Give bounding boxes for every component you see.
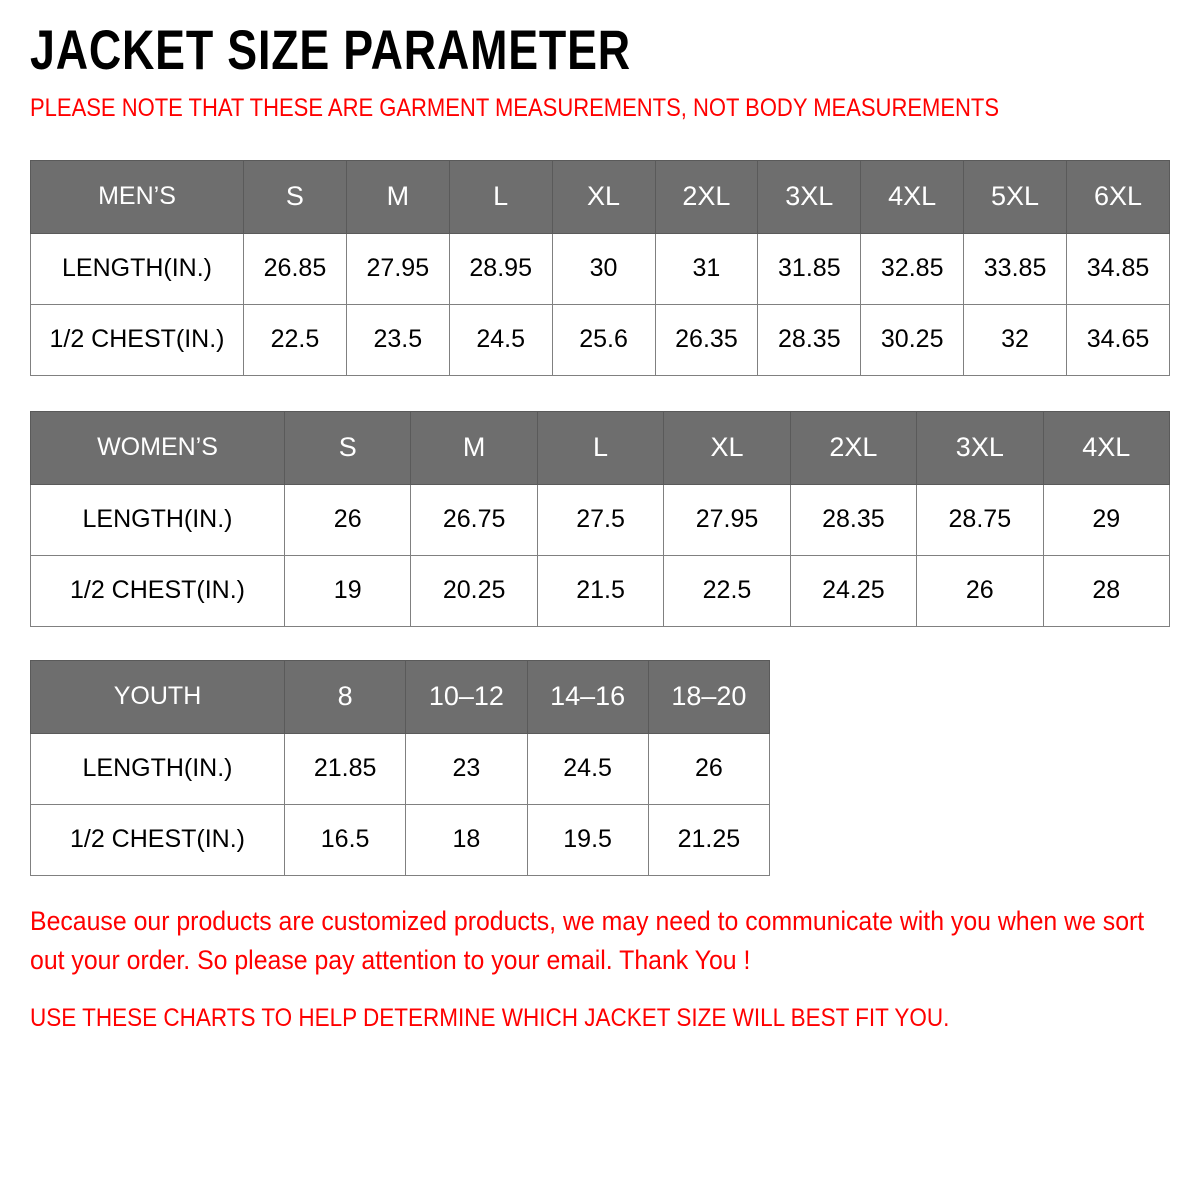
table-row: LENGTH(IN.) 21.85 23 24.5 26 xyxy=(30,732,771,805)
mens-cell: 34.65 xyxy=(1066,303,1170,376)
mens-size-table: MEN’S S M L XL 2XL 3XL 4XL 5XL 6XL LENGT… xyxy=(30,159,1170,376)
chart-usage-note: USE THESE CHARTS TO HELP DETERMINE WHICH… xyxy=(30,1004,950,1033)
mens-table-body: LENGTH(IN.) 26.85 27.95 28.95 30 31 31.8… xyxy=(30,232,1170,376)
mens-size-header: 6XL xyxy=(1066,159,1170,234)
page-title: JACKET SIZE PARAMETER xyxy=(30,18,631,81)
youth-row-label: LENGTH(IN.) xyxy=(30,732,285,805)
mens-size-header: 2XL xyxy=(654,159,759,234)
womens-cell: 28.75 xyxy=(916,483,1044,556)
womens-cell: 27.95 xyxy=(663,483,791,556)
womens-row-label: 1/2 CHEST(IN.) xyxy=(30,554,285,627)
youth-size-header: 10–12 xyxy=(405,659,528,734)
youth-cell: 24.5 xyxy=(526,732,649,805)
womens-cell: 26.75 xyxy=(410,483,538,556)
mens-cell: 26.35 xyxy=(654,303,759,376)
womens-cell: 28.35 xyxy=(789,483,918,556)
youth-row-label: 1/2 CHEST(IN.) xyxy=(30,803,285,876)
table-row: 1/2 CHEST(IN.) 16.5 18 19.5 21.25 xyxy=(30,803,771,876)
mens-cell: 28.95 xyxy=(448,232,553,305)
mens-row-label: LENGTH(IN.) xyxy=(30,232,244,305)
mens-cell: 23.5 xyxy=(345,303,450,376)
mens-cell: 34.85 xyxy=(1066,232,1170,305)
womens-cell: 26 xyxy=(283,483,412,556)
youth-cell: 21.85 xyxy=(283,732,407,805)
mens-cell: 27.95 xyxy=(345,232,450,305)
womens-size-header: XL xyxy=(663,410,791,485)
garment-measurement-note: PLEASE NOTE THAT THESE ARE GARMENT MEASU… xyxy=(30,94,1000,122)
womens-cell: 29 xyxy=(1042,483,1171,556)
womens-header-row: WOMEN’S S M L XL 2XL 3XL 4XL xyxy=(30,410,1171,485)
mens-cell: 33.85 xyxy=(963,232,1067,305)
youth-cell: 26 xyxy=(647,732,771,805)
mens-size-header: XL xyxy=(551,159,656,234)
womens-row-label: LENGTH(IN.) xyxy=(30,483,285,556)
womens-cell: 22.5 xyxy=(663,554,791,627)
mens-row-label: 1/2 CHEST(IN.) xyxy=(30,303,244,376)
youth-table-label: YOUTH xyxy=(30,659,285,734)
womens-size-table: WOMEN’S S M L XL 2XL 3XL 4XL LENGTH(IN.)… xyxy=(30,410,1171,627)
youth-size-header: 14–16 xyxy=(526,659,649,734)
womens-size-header: 4XL xyxy=(1042,410,1171,485)
youth-size-header: 8 xyxy=(283,659,407,734)
womens-cell: 26 xyxy=(916,554,1044,627)
womens-cell: 24.25 xyxy=(789,554,918,627)
mens-cell: 22.5 xyxy=(243,303,347,376)
mens-table-head: MEN’S S M L XL 2XL 3XL 4XL 5XL 6XL xyxy=(30,159,1170,234)
womens-table-body: LENGTH(IN.) 26 26.75 27.5 27.95 28.35 28… xyxy=(30,483,1171,627)
mens-size-header: 3XL xyxy=(757,159,862,234)
mens-cell: 25.6 xyxy=(551,303,656,376)
mens-cell: 24.5 xyxy=(448,303,553,376)
womens-size-header: 3XL xyxy=(916,410,1044,485)
mens-table-label: MEN’S xyxy=(30,159,244,234)
mens-cell: 31.85 xyxy=(757,232,862,305)
mens-cell: 32.85 xyxy=(860,232,965,305)
youth-table-head: YOUTH 8 10–12 14–16 18–20 xyxy=(30,659,771,734)
mens-size-header: 4XL xyxy=(860,159,965,234)
mens-cell: 28.35 xyxy=(757,303,862,376)
table-row: 1/2 CHEST(IN.) 19 20.25 21.5 22.5 24.25 … xyxy=(30,554,1171,627)
mens-size-header: L xyxy=(448,159,553,234)
mens-cell: 30.25 xyxy=(860,303,965,376)
womens-cell: 20.25 xyxy=(410,554,538,627)
womens-size-header: 2XL xyxy=(789,410,918,485)
mens-cell: 31 xyxy=(654,232,759,305)
youth-cell: 23 xyxy=(405,732,528,805)
youth-cell: 19.5 xyxy=(526,803,649,876)
mens-size-header: 5XL xyxy=(963,159,1067,234)
youth-size-header: 18–20 xyxy=(647,659,771,734)
mens-header-row: MEN’S S M L XL 2XL 3XL 4XL 5XL 6XL xyxy=(30,159,1170,234)
womens-table-label: WOMEN’S xyxy=(30,410,285,485)
youth-cell: 21.25 xyxy=(647,803,771,876)
womens-table-head: WOMEN’S S M L XL 2XL 3XL 4XL xyxy=(30,410,1171,485)
womens-cell: 28 xyxy=(1042,554,1171,627)
table-row: 1/2 CHEST(IN.) 22.5 23.5 24.5 25.6 26.35… xyxy=(30,303,1170,376)
mens-cell: 30 xyxy=(551,232,656,305)
mens-size-header: M xyxy=(345,159,450,234)
youth-cell: 16.5 xyxy=(283,803,407,876)
customization-note: Because our products are customized prod… xyxy=(30,905,1145,975)
youth-cell: 18 xyxy=(405,803,528,876)
mens-size-header: S xyxy=(243,159,347,234)
mens-cell: 32 xyxy=(963,303,1067,376)
table-row: LENGTH(IN.) 26.85 27.95 28.95 30 31 31.8… xyxy=(30,232,1170,305)
womens-cell: 19 xyxy=(283,554,412,627)
youth-header-row: YOUTH 8 10–12 14–16 18–20 xyxy=(30,659,771,734)
womens-cell: 27.5 xyxy=(536,483,665,556)
table-row: LENGTH(IN.) 26 26.75 27.5 27.95 28.35 28… xyxy=(30,483,1171,556)
womens-size-header: M xyxy=(410,410,538,485)
womens-cell: 21.5 xyxy=(536,554,665,627)
youth-size-table: YOUTH 8 10–12 14–16 18–20 LENGTH(IN.) 21… xyxy=(30,659,771,876)
mens-cell: 26.85 xyxy=(243,232,347,305)
womens-size-header: L xyxy=(536,410,665,485)
youth-table-body: LENGTH(IN.) 21.85 23 24.5 26 1/2 CHEST(I… xyxy=(30,732,771,876)
womens-size-header: S xyxy=(283,410,412,485)
